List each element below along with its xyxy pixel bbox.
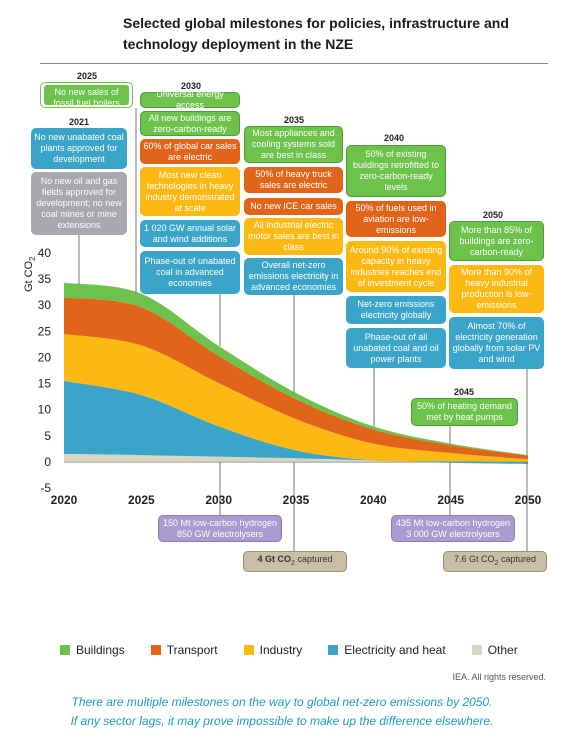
ccus-2050: 7.6 Gt CO2 captured bbox=[443, 551, 547, 572]
x-tick-label: 2030 bbox=[205, 493, 232, 507]
milestone-2021-oil-gas: No new oil and gas fields approved for d… bbox=[31, 172, 127, 235]
legend-item-industry: Industry bbox=[243, 643, 302, 657]
milestone-2040-aviation: 50% of fuels used in aviation are low-em… bbox=[346, 201, 446, 237]
milestone-2045-heat-pumps: 50% of heating demand met by heat pumps bbox=[411, 398, 518, 426]
legend-item-electricity: Electricity and heat bbox=[328, 643, 446, 657]
milestone-2040-coal-oil-phaseout: Phase-out of all unabated coal and oil p… bbox=[346, 328, 446, 368]
milestone-2030-heavy-industry: Most new clean technologies in heavy ind… bbox=[140, 167, 240, 216]
y-tick-label: 10 bbox=[38, 403, 52, 417]
milestone-2030-car-sales: 60% of global car sales are electric bbox=[140, 139, 240, 164]
milestone-2035-appliances: Most appliances and cooling systems sold… bbox=[244, 126, 343, 163]
year-2030-label: 2030 bbox=[180, 81, 202, 91]
year-2025-label: 2025 bbox=[76, 71, 98, 81]
milestone-2030-energy-access: Universal energy access bbox=[140, 89, 240, 110]
milestone-2030-new-buildings: All new buildings are zero-carbon-ready bbox=[140, 111, 240, 136]
legend-item-transport: Transport bbox=[150, 643, 218, 657]
milestone-2050-heavy-industrial: More than 90% of heavy industrial produc… bbox=[449, 265, 544, 313]
year-2050-label: 2050 bbox=[482, 210, 504, 220]
milestone-2035-electricity-advanced: Overall net-zero emissions electricity i… bbox=[244, 258, 343, 295]
milestone-2030-solar-wind: 1 020 GW annual solar and wind additions bbox=[140, 220, 240, 247]
y-tick-label: 0 bbox=[44, 455, 51, 469]
y-tick-label: 30 bbox=[38, 298, 52, 312]
milestone-2021-coal-plants: No new unabated coal plants approved for… bbox=[31, 128, 127, 169]
ccus-2035: 4 Gt CO2 captured bbox=[243, 551, 347, 572]
y-tick-label: 25 bbox=[38, 324, 52, 338]
year-2035-label: 2035 bbox=[283, 115, 305, 125]
legend: Buildings Transport Industry Electricity… bbox=[60, 643, 518, 657]
hydrogen-2050: 435 Mt low-carbon hydrogen 3 000 GW elec… bbox=[391, 515, 515, 542]
milestone-2040-retrofits: 50% of existing buildings retrofitted to… bbox=[346, 145, 446, 197]
y-tick-label: 40 bbox=[38, 246, 52, 260]
x-tick-label: 2025 bbox=[128, 493, 155, 507]
area-buildings bbox=[64, 282, 528, 456]
area-electricity-and-heat bbox=[64, 380, 528, 464]
hydrogen-2030: 150 Mt low-carbon hydrogen 850 GW electr… bbox=[158, 515, 282, 542]
milestone-2035-ice-cars: No new ICE car sales bbox=[244, 198, 343, 215]
title-divider bbox=[40, 63, 548, 64]
y-tick-label: -5 bbox=[40, 481, 51, 495]
year-2021-label: 2021 bbox=[68, 117, 90, 127]
y-axis-label: Gt CO2 bbox=[23, 256, 38, 292]
milestone-2030-coal-advanced: Phase-out of unabated coal in advanced e… bbox=[140, 251, 240, 294]
milestone-2050-buildings: More than 85% of buildings are zero-carb… bbox=[449, 221, 544, 261]
area-transport bbox=[64, 297, 528, 460]
caption: There are multiple milestones on the way… bbox=[10, 693, 554, 731]
chart-title: Selected global milestones for policies,… bbox=[123, 15, 509, 52]
year-2040-label: 2040 bbox=[383, 133, 405, 143]
y-tick-label: 20 bbox=[38, 350, 52, 364]
area-industry bbox=[64, 333, 528, 462]
y-tick-label: 5 bbox=[44, 429, 51, 443]
milestone-2035-electric-motors: All industrial electric motor sales are … bbox=[244, 218, 343, 255]
milestone-2050-solar-wind: Almost 70% of electricity generation glo… bbox=[449, 317, 544, 369]
area-other bbox=[64, 454, 528, 462]
x-tick-label: 2040 bbox=[360, 493, 387, 507]
milestone-2040-heavy-industries: Around 90% of existing capacity in heavy… bbox=[346, 241, 446, 292]
y-tick-label: 35 bbox=[38, 272, 52, 286]
milestone-2035-heavy-trucks: 50% of heavy truck sales are electric bbox=[244, 167, 343, 193]
milestone-2025-boilers: No new sales of fossil fuel boilers bbox=[40, 82, 133, 108]
milestone-2040-net-zero-electricity: Net-zero emissions electricity globally bbox=[346, 296, 446, 324]
x-tick-label: 2050 bbox=[515, 493, 542, 507]
x-tick-label: 2020 bbox=[51, 493, 78, 507]
x-tick-label: 2035 bbox=[283, 493, 310, 507]
caption-line-2: If any sector lags, it may prove impossi… bbox=[70, 714, 494, 728]
caption-line-1: There are multiple milestones on the way… bbox=[71, 695, 493, 709]
x-tick-label: 2045 bbox=[437, 493, 464, 507]
legend-item-buildings: Buildings bbox=[60, 643, 125, 657]
credit-text: IEA. All rights reserved. bbox=[452, 672, 546, 682]
year-2045-label: 2045 bbox=[453, 387, 475, 397]
y-tick-label: 15 bbox=[38, 377, 52, 391]
legend-item-other: Other bbox=[471, 643, 518, 657]
